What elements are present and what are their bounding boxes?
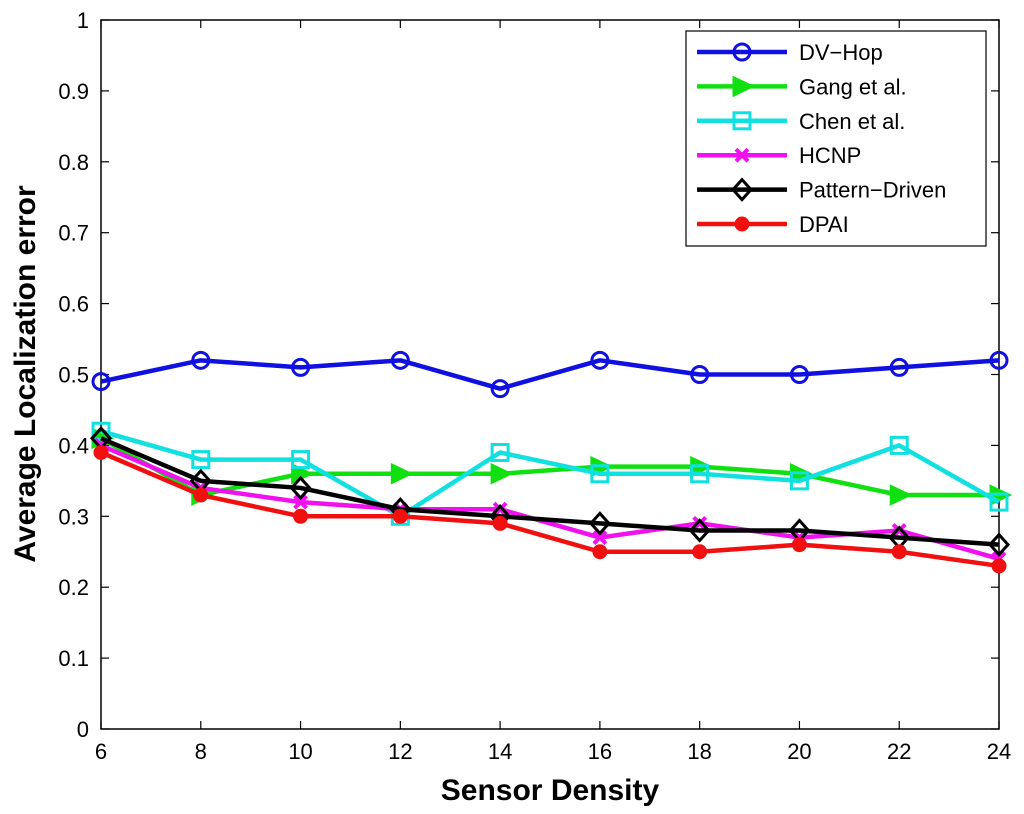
- data-point: [987, 532, 1011, 557]
- series-line: [100, 436, 1000, 547]
- data-point: [891, 523, 907, 538]
- y-tick-label: 0.5: [58, 363, 89, 388]
- legend-label: Pattern−Driven: [799, 178, 946, 203]
- data-point: [690, 365, 710, 384]
- data-point: [490, 442, 510, 462]
- data-point: [989, 492, 1009, 512]
- y-tick-label: 0.9: [58, 79, 89, 104]
- data-point: [590, 464, 610, 484]
- x-axis: 6 8 10 12 14 16 18 20 22 24: [95, 20, 1011, 764]
- data-point: [490, 462, 514, 485]
- x-tick-label: 20: [787, 739, 811, 764]
- series-line: [100, 450, 1000, 569]
- data-point: [989, 350, 1009, 370]
- data-point: [692, 515, 708, 531]
- data-point: [490, 379, 510, 399]
- legend-marker: [732, 111, 752, 131]
- x-tick-label: 22: [887, 739, 911, 764]
- series-5: [93, 444, 1007, 574]
- legend-label: HCNP: [799, 143, 861, 168]
- series-line: [100, 429, 1001, 519]
- series-line: [100, 358, 1000, 391]
- legend: DV−Hop Gang et al. Chen et al. HCNP Pattern−…: [685, 30, 987, 247]
- legend-item: DV−Hop: [697, 40, 883, 65]
- legend-marker: [732, 42, 752, 62]
- data-point: [293, 494, 308, 510]
- series-0: [91, 350, 1009, 399]
- data-point: [392, 508, 408, 524]
- legend-item: DPAI: [697, 212, 849, 237]
- legend-item: HCNP: [697, 143, 861, 168]
- y-tick-label: 0.4: [58, 433, 89, 458]
- legend-label: Gang et al.: [799, 74, 907, 99]
- data-point: [91, 372, 111, 392]
- data-point: [688, 518, 711, 543]
- data-point: [193, 487, 209, 503]
- data-point: [191, 350, 211, 370]
- x-tick-label: 14: [488, 739, 512, 764]
- y-tick-label: 0: [77, 717, 89, 742]
- data-point: [93, 444, 109, 460]
- y-tick-label: 0.3: [58, 504, 89, 529]
- data-point: [291, 450, 311, 470]
- y-tick-label: 0.2: [58, 575, 89, 600]
- x-tick-label: 10: [288, 739, 312, 764]
- y-tick-label: 0.1: [58, 646, 89, 671]
- series-layer: [89, 350, 1013, 574]
- x-tick-label: 8: [195, 739, 207, 764]
- x-tick-label: 6: [95, 739, 107, 764]
- legend-label: Chen et al.: [799, 109, 905, 134]
- x-tick-label: 24: [987, 739, 1011, 764]
- x-tick-label: 16: [588, 739, 612, 764]
- series-2: [91, 421, 1009, 526]
- data-point: [492, 501, 508, 517]
- legend-box: [685, 30, 987, 247]
- legend-item: Gang et al.: [697, 74, 907, 99]
- data-point: [191, 450, 211, 470]
- legend-label: DPAI: [799, 212, 849, 237]
- legend-item: Chen et al.: [697, 109, 905, 134]
- y-tick-label: 0.7: [58, 221, 89, 246]
- data-point: [390, 350, 410, 370]
- legend-item: Pattern−Driven: [697, 177, 946, 203]
- legend-marker: [730, 177, 754, 202]
- data-point: [889, 357, 909, 377]
- data-point: [889, 484, 913, 506]
- data-point: [492, 515, 508, 531]
- data-point: [293, 508, 309, 524]
- data-point: [588, 511, 611, 536]
- legend-marker: [732, 75, 756, 98]
- legend-marker: [734, 147, 750, 163]
- data-point: [692, 544, 708, 560]
- data-point: [590, 350, 610, 370]
- data-point: [592, 544, 608, 560]
- data-point: [289, 475, 312, 501]
- data-point: [390, 462, 414, 485]
- data-point: [891, 544, 907, 560]
- data-point: [592, 530, 608, 545]
- x-tick-label: 18: [687, 739, 711, 764]
- data-point: [991, 558, 1007, 574]
- x-axis-title: Sensor Density: [441, 774, 660, 807]
- legend-marker: [734, 216, 750, 232]
- data-point: [889, 435, 909, 455]
- data-point: [789, 471, 809, 491]
- y-axis: 0 0.1 0.2 0.3 0.4 0.5 0.6 0.7 0.8 0.9 1: [58, 8, 999, 742]
- data-point: [789, 365, 809, 384]
- y-axis-title: Average Localization error: [9, 185, 42, 563]
- x-tick-label: 12: [388, 739, 412, 764]
- data-point: [791, 537, 807, 553]
- y-tick-label: 0.8: [58, 150, 89, 175]
- data-point: [690, 464, 710, 484]
- y-tick-label: 0.6: [58, 292, 89, 317]
- legend-label: DV−Hop: [799, 40, 883, 65]
- y-tick-label: 1: [77, 8, 89, 33]
- data-point: [291, 357, 311, 377]
